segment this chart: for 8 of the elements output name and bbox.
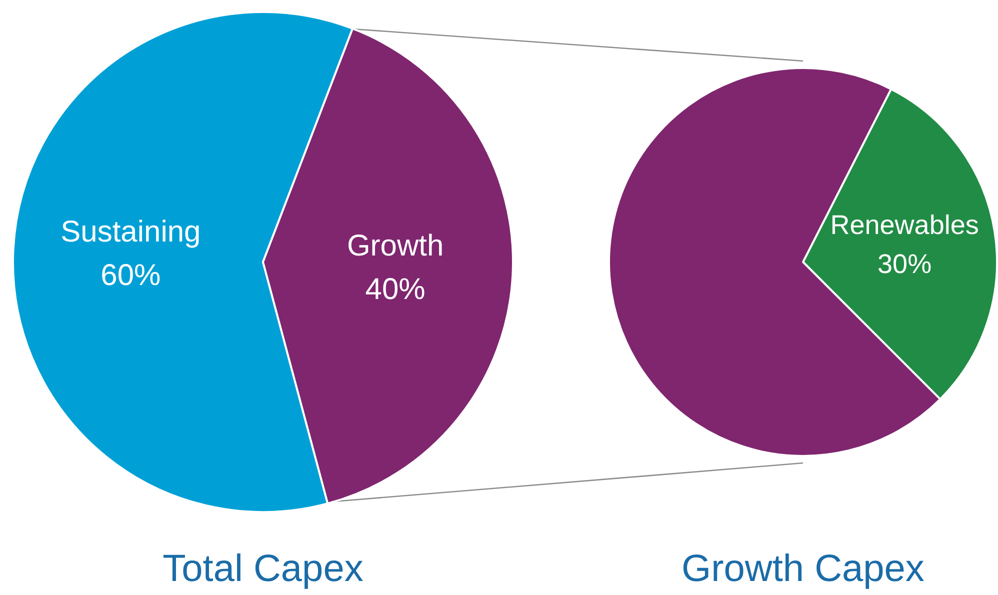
slice-label: Renewables	[830, 210, 979, 240]
data-label: 30%	[878, 248, 932, 279]
data-label: 60%	[100, 259, 161, 292]
text: Total Capex	[162, 548, 364, 591]
text: Growth Capex	[680, 548, 926, 591]
slice-label: Sustaining	[60, 216, 201, 249]
slice-label: Growth	[346, 229, 444, 262]
data-label: 40%	[365, 272, 426, 306]
